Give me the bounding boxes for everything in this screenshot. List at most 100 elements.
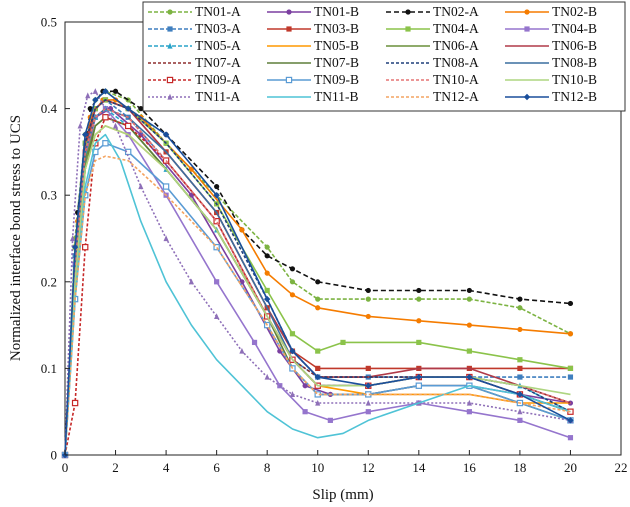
data-point <box>466 322 472 328</box>
legend-marker <box>166 76 174 84</box>
x-tick-label: 12 <box>362 460 375 475</box>
data-point <box>517 374 523 380</box>
data-point <box>71 243 79 251</box>
data-point <box>289 279 296 285</box>
data-point <box>416 339 422 346</box>
legend-label: TN10-A <box>433 72 479 87</box>
legend-item: TN02-A <box>386 4 479 19</box>
legend-label: TN12-A <box>433 89 479 104</box>
data-point <box>416 318 422 324</box>
legend-item: TN12-B <box>505 89 597 104</box>
series-line <box>64 99 571 456</box>
legend-item: TN01-B <box>267 4 359 19</box>
legend-item: TN07-B <box>267 55 359 70</box>
legend-marker <box>405 9 411 15</box>
data-point <box>124 105 132 112</box>
data-point <box>340 339 346 346</box>
legend-item: TN03-A <box>148 21 241 36</box>
data-point <box>466 287 472 294</box>
x-tick-label: 6 <box>213 460 220 475</box>
data-point <box>289 292 296 298</box>
data-point <box>92 96 99 104</box>
data-point <box>112 122 119 129</box>
legend-item: TN05-B <box>267 38 359 53</box>
legend-marker <box>167 93 173 100</box>
legend-item: TN03-B <box>267 21 359 36</box>
x-tick-label: 4 <box>163 460 170 475</box>
data-point <box>466 409 472 415</box>
legend-label: TN09-B <box>314 72 359 87</box>
legend-label: TN07-A <box>195 55 241 70</box>
y-tick-label: 0.3 <box>41 188 57 203</box>
y-tick-label: 0.5 <box>41 15 57 30</box>
data-point <box>365 399 371 406</box>
data-point <box>162 183 170 190</box>
data-point <box>466 296 472 302</box>
data-point <box>239 227 245 233</box>
legend-label: TN05-B <box>314 38 359 53</box>
data-point <box>365 382 372 389</box>
data-point <box>466 399 472 406</box>
data-point <box>188 166 194 172</box>
legend-label: TN07-B <box>314 55 359 70</box>
series-tn11-a <box>62 88 574 458</box>
x-tick-label: 18 <box>513 460 526 475</box>
data-point <box>264 373 270 380</box>
legend-label: TN02-B <box>552 4 597 19</box>
legend-item: TN11-A <box>148 89 240 104</box>
data-point <box>314 373 321 381</box>
x-tick-label: 8 <box>264 460 271 475</box>
data-point <box>214 183 220 190</box>
x-tick-label: 2 <box>112 460 119 475</box>
legend-label: TN03-A <box>195 21 241 36</box>
data-point <box>517 326 523 333</box>
data-point <box>416 287 422 294</box>
data-point <box>124 122 132 130</box>
legend-marker <box>167 42 173 49</box>
legend-item: TN02-B <box>505 4 597 19</box>
legend-item: TN08-B <box>505 55 597 70</box>
data-point <box>263 295 271 303</box>
data-point <box>315 296 321 302</box>
data-point <box>214 313 220 320</box>
data-point <box>365 296 371 302</box>
series-tn11-b <box>64 133 571 456</box>
data-point <box>315 399 321 406</box>
data-point <box>85 92 91 99</box>
x-tick-label: 14 <box>412 460 426 475</box>
data-point <box>138 106 144 112</box>
data-point <box>213 217 220 225</box>
data-point <box>82 243 89 251</box>
data-point <box>517 365 523 371</box>
legend-item: TN07-A <box>148 55 241 70</box>
legend-marker <box>524 9 530 15</box>
legend-marker <box>286 9 292 15</box>
legend-box <box>142 1 626 112</box>
data-point <box>567 365 574 371</box>
x-tick-label: 20 <box>564 460 577 475</box>
legend-item: TN10-A <box>386 72 479 87</box>
data-point <box>138 183 144 190</box>
data-point <box>517 305 523 311</box>
x-tick-label: 0 <box>62 460 69 475</box>
legend-label: TN11-A <box>195 89 240 104</box>
data-point <box>264 287 270 294</box>
series-tn12-a <box>64 155 571 456</box>
legend-item: TN01-A <box>148 4 241 19</box>
data-point <box>517 296 523 302</box>
legend-marker <box>285 76 293 84</box>
data-point <box>365 313 371 320</box>
data-point <box>214 279 220 285</box>
legend-item: TN05-A <box>148 38 241 53</box>
legend: TN01-A TN01-B TN02-A TN02-B TN03-A TN03-B TN04… <box>142 1 626 112</box>
data-point <box>517 417 523 423</box>
data-point <box>365 365 371 371</box>
data-point <box>415 373 423 381</box>
legend-item: TN11-B <box>267 89 359 104</box>
data-point <box>315 365 321 371</box>
legend-marker <box>167 26 173 32</box>
y-tick-label: 0.2 <box>41 274 57 289</box>
data-point <box>315 279 321 285</box>
data-point <box>92 88 98 94</box>
data-point <box>69 235 76 242</box>
